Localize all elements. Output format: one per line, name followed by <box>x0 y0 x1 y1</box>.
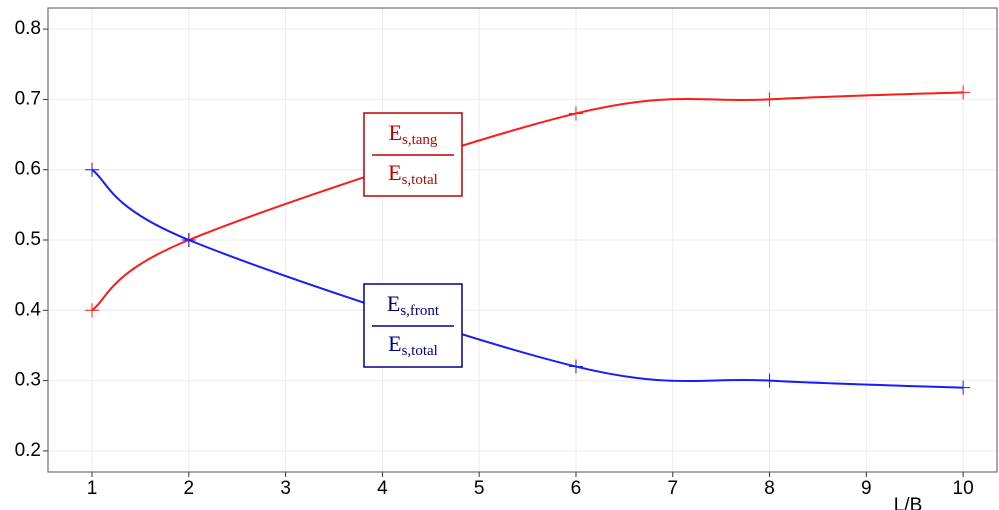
x-axis-label: L/B <box>894 495 923 510</box>
annotation-subscript: s,total <box>402 343 438 359</box>
y-tick-label: 0.3 <box>15 370 41 391</box>
plot-frame <box>47 7 998 473</box>
point <box>762 92 777 107</box>
x-tick-label: 3 <box>280 478 291 499</box>
point <box>762 373 777 388</box>
annotation-symbol: E <box>387 291 400 316</box>
x-tick-label: 6 <box>571 478 582 499</box>
annotation-subscript: s,total <box>402 172 438 188</box>
annotation-text: Es,tang <box>389 120 438 148</box>
point <box>568 359 583 374</box>
x-tick-label: 2 <box>184 478 195 499</box>
point <box>181 233 196 247</box>
y-tick-label: 0.4 <box>15 299 42 320</box>
line <box>91 91 964 312</box>
annotation-subscript: s,front <box>400 303 440 319</box>
annotation-subscript: s,tang <box>402 132 438 148</box>
y-tick-label: 0.2 <box>15 440 41 461</box>
point <box>85 162 100 177</box>
point <box>85 303 100 318</box>
annotation-symbol: E <box>389 120 402 145</box>
annotation-text: Es,total <box>388 160 438 188</box>
point <box>956 85 971 100</box>
y-tick-label: 0.5 <box>15 229 41 250</box>
annotation-symbol: E <box>388 331 401 356</box>
x-tick-label: 1 <box>87 478 98 499</box>
y-tick-label: 0.8 <box>15 18 41 39</box>
y-tick-label: 0.6 <box>15 159 41 180</box>
annotation-symbol: E <box>388 160 401 185</box>
point <box>956 380 971 395</box>
x-tick-label: 5 <box>474 478 485 499</box>
x-tick-label: 10 <box>953 478 974 499</box>
x-tick-label: 7 <box>667 478 678 499</box>
annotation-text: Es,total <box>388 331 438 359</box>
x-tick-label: 8 <box>764 478 775 499</box>
x-tick-label: 9 <box>861 478 872 499</box>
point <box>568 106 583 121</box>
annotation-text: Es,front <box>387 291 440 319</box>
line <box>91 168 964 389</box>
x-tick-label: 4 <box>377 478 388 499</box>
y-tick-label: 0.7 <box>15 88 41 109</box>
